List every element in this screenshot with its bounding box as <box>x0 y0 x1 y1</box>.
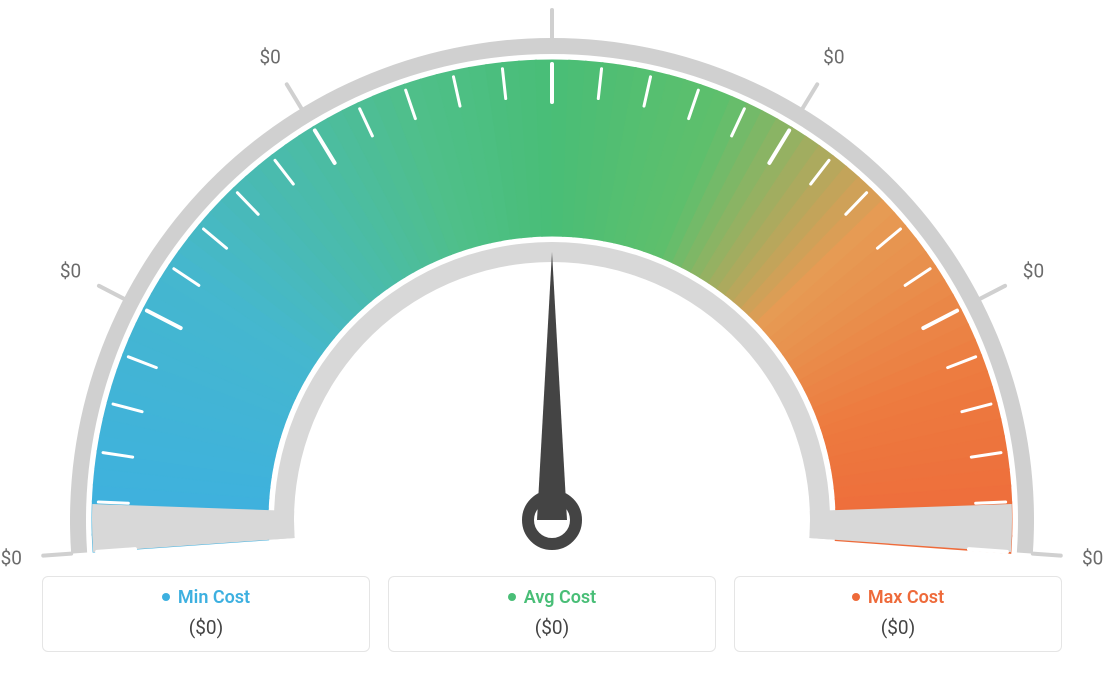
legend-title-max: Max Cost <box>747 587 1049 608</box>
legend-label-max: Max Cost <box>868 587 944 608</box>
legend-label-min: Min Cost <box>178 587 250 608</box>
legend-card-max: Max Cost ($0) <box>734 576 1062 652</box>
legend-row: Min Cost ($0) Avg Cost ($0) Max Cost ($0… <box>0 576 1104 652</box>
legend-dot-min <box>162 593 170 601</box>
gauge-svg <box>0 0 1104 560</box>
legend-dot-max <box>852 593 860 601</box>
legend-label-avg: Avg Cost <box>524 587 596 608</box>
gauge-tick-label: $0 <box>60 260 81 283</box>
gauge-chart: $0$0$0$0$0$0$0 Min Cost ($0) Avg Cost ($… <box>0 0 1104 690</box>
gauge-tick-label: $0 <box>1023 260 1044 283</box>
legend-card-avg: Avg Cost ($0) <box>388 576 716 652</box>
legend-value-max: ($0) <box>747 616 1049 639</box>
legend-value-avg: ($0) <box>401 616 703 639</box>
gauge-tick-label: $0 <box>1 546 22 569</box>
legend-dot-avg <box>508 593 516 601</box>
gauge-area: $0$0$0$0$0$0$0 <box>0 0 1104 560</box>
gauge-tick-label: $0 <box>823 46 844 69</box>
legend-value-min: ($0) <box>55 616 357 639</box>
legend-title-min: Min Cost <box>55 587 357 608</box>
legend-title-avg: Avg Cost <box>401 587 703 608</box>
legend-card-min: Min Cost ($0) <box>42 576 370 652</box>
gauge-tick-label: $0 <box>1082 546 1103 569</box>
gauge-tick-label: $0 <box>259 46 280 69</box>
